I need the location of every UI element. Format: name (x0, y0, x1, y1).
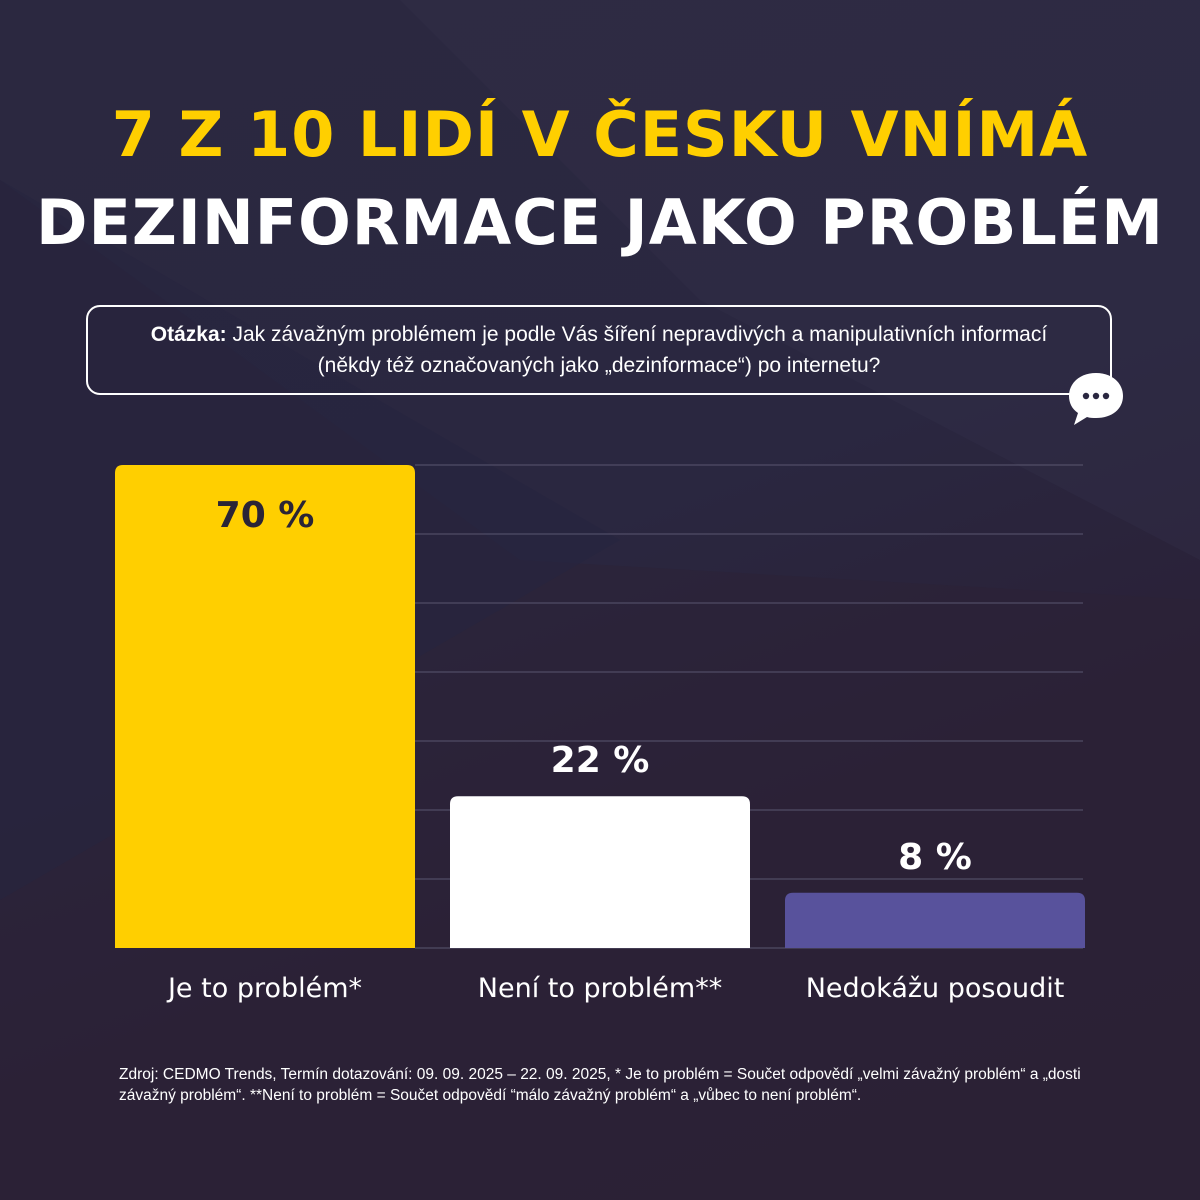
question-box: Otázka: Jak závažným problémem je podle … (86, 305, 1112, 395)
category-label-problem: Je to problém* (167, 973, 363, 1004)
question-label: Otázka: (150, 323, 227, 346)
category-label-cannot-judge: Nedokážu posoudit (805, 973, 1065, 1004)
speech-bubble-icon (1069, 373, 1123, 425)
bar-cannot-judge (785, 892, 1085, 948)
source-note: Zdroj: CEDMO Trends, Termín dotazování: … (119, 1066, 1081, 1104)
value-label-not-problem: 22 % (551, 740, 650, 781)
category-label-not-problem: Není to problém** (477, 973, 723, 1004)
question-text: Jak závažným problémem je podle Vás šíře… (232, 323, 1048, 377)
title-line-1: 7 z 10 lidí v Česku vnímá (111, 98, 1089, 171)
title-line-2: dezinformace jako problém (36, 186, 1164, 259)
bar-not-problem (450, 796, 750, 948)
value-label-cannot-judge: 8 % (898, 837, 972, 878)
bar-problem (115, 465, 415, 948)
question-text-wrap: Otázka: Jak závažným problémem je podle … (118, 319, 1080, 381)
value-label-problem: 70 % (216, 495, 315, 536)
